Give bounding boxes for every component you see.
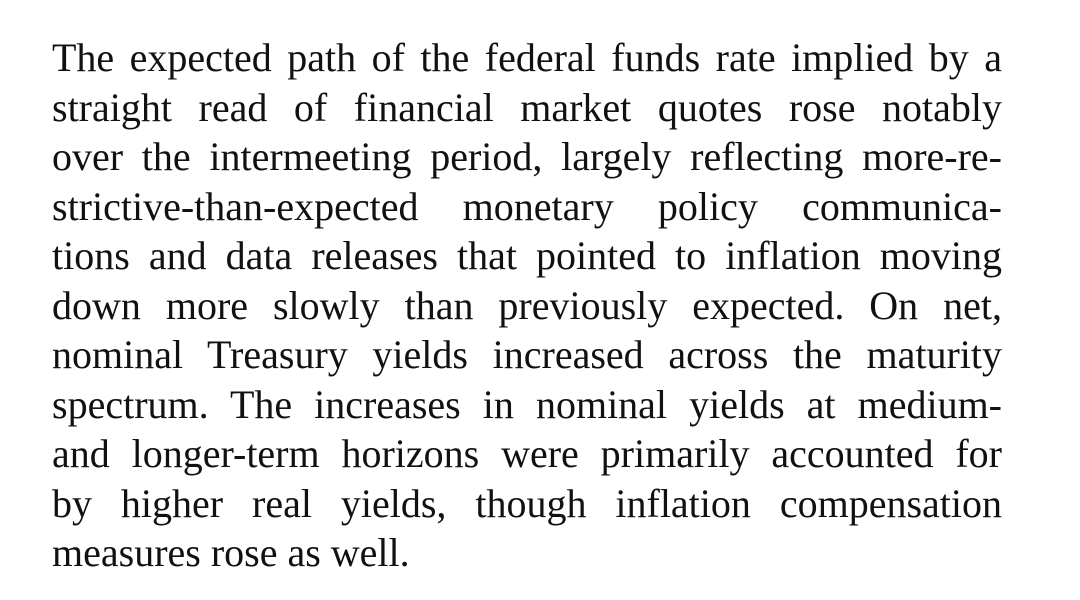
paragraph-line-5: tions and data releases that pointed to … xyxy=(52,233,1002,278)
paragraph-line-1: The expected path of the federal funds r… xyxy=(52,35,1002,80)
paragraph-line-4: strictive-than-expected monetary policy … xyxy=(52,183,1002,229)
paragraph-line-3: over the intermeeting period, largely re… xyxy=(52,134,1002,179)
paragraph-line-2: straight read of financial market quotes… xyxy=(52,84,1002,130)
paragraph-line-11: measures rose as well. xyxy=(52,530,410,575)
paragraph-line-7: nominal Treasury yields increased across… xyxy=(52,332,1002,377)
paragraph-line-10: by higher real yields, though inflation … xyxy=(52,480,1002,526)
paragraph-line-9: and longer-term horizons were primarily … xyxy=(52,431,1002,476)
paragraph-line-6: down more slowly than previously expecte… xyxy=(52,282,1002,328)
body-paragraph: The expected path of the federal funds r… xyxy=(52,33,1002,578)
paragraph-line-8: spectrum. The increases in nominal yield… xyxy=(52,381,1002,427)
